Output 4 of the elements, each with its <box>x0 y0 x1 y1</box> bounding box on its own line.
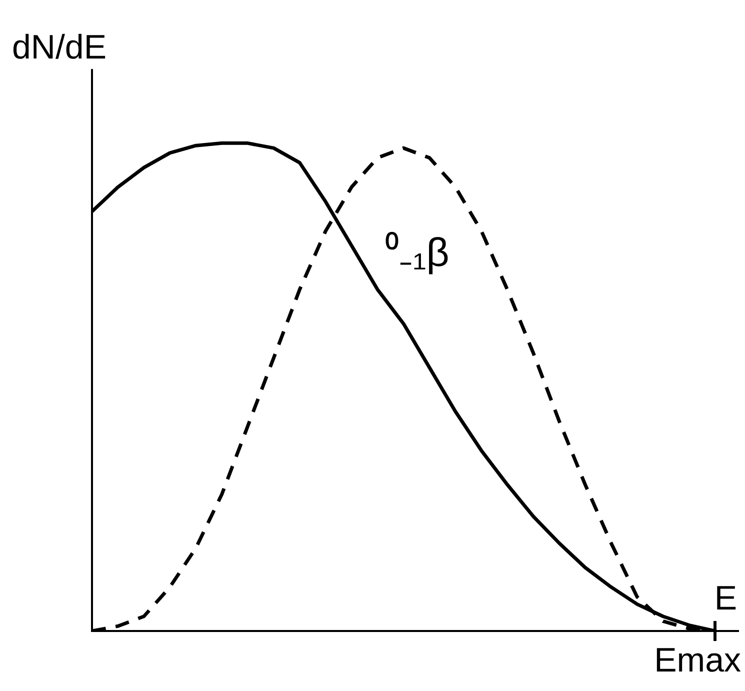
annotation: ⁰₋₁β <box>384 231 450 276</box>
y-axis-title: dN/dE <box>12 28 106 66</box>
text: Emax <box>654 641 742 680</box>
x-axis-title: E <box>714 579 737 618</box>
